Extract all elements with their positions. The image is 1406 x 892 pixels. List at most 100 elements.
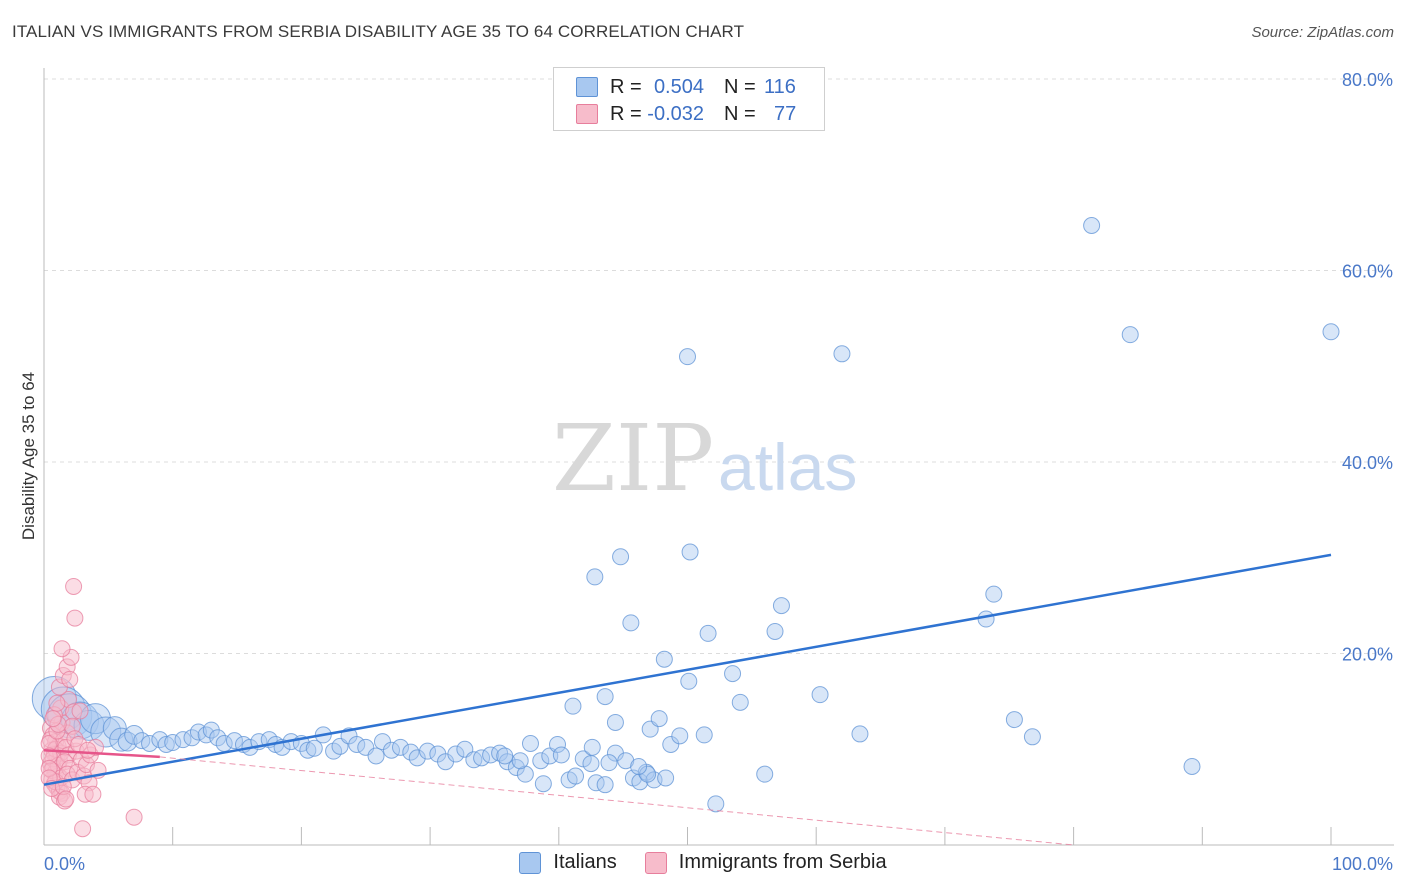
point-italians (102, 716, 127, 741)
point-serbia (84, 785, 102, 803)
tick-labels: 20.0% 40.0% 60.0% 80.0% 0.0% 100.0% (44, 70, 1393, 874)
point-italians (695, 726, 713, 744)
y-tick-label: 60.0% (1342, 262, 1393, 282)
point-italians (1005, 711, 1023, 729)
point-italians (305, 739, 323, 757)
point-serbia (44, 710, 62, 728)
legend-item-serbia[interactable]: Immigrants from Serbia (644, 851, 887, 874)
point-italians (348, 735, 366, 753)
point-italians (680, 672, 698, 690)
data-points (31, 216, 1340, 838)
trend-extension-serbia (159, 756, 1074, 846)
point-italians (1023, 728, 1041, 746)
point-italians (707, 795, 725, 813)
point-italians (1322, 323, 1340, 341)
point-italians (447, 745, 465, 763)
point-italians (473, 749, 491, 767)
point-italians (382, 741, 400, 759)
point-serbia (53, 640, 71, 658)
point-italians (851, 725, 869, 743)
correlation-legend: R = 0.504 N = 116 R = -0.032 N = 77 (553, 67, 825, 131)
point-italians (612, 548, 630, 566)
point-serbia (74, 820, 92, 838)
source-label: Source: ZipAtlas.com (1251, 24, 1394, 41)
point-italians (833, 345, 851, 363)
point-italians (408, 749, 426, 767)
point-italians (419, 742, 437, 760)
point-italians (402, 743, 420, 761)
point-italians (699, 624, 717, 642)
legend-swatch-serbia (644, 851, 667, 874)
point-italians (596, 688, 614, 706)
point-italians (662, 735, 680, 753)
point-italians (1083, 216, 1101, 234)
point-italians (630, 757, 648, 775)
point-serbia (66, 609, 84, 627)
point-italians (766, 622, 784, 640)
legend-r-label: R = (610, 102, 642, 125)
x-tick-label-max: 100.0% (1332, 854, 1393, 874)
point-italians (811, 686, 829, 704)
point-italians (521, 735, 539, 753)
point-italians (124, 724, 144, 745)
point-italians (183, 729, 201, 747)
point-serbia (48, 694, 66, 712)
legend-swatch-italians (576, 77, 598, 97)
point-italians (586, 568, 604, 586)
legend-r-value: -0.032 (647, 102, 704, 125)
point-italians (606, 713, 624, 731)
point-serbia (125, 808, 143, 826)
legend-n-value: 116 (764, 75, 796, 98)
series-legend: Italians Immigrants from Serbia (0, 851, 1406, 874)
point-italians (367, 747, 385, 765)
point-italians (141, 735, 159, 753)
watermark-zip: ZIP (552, 405, 714, 512)
trend-line-serbia (43, 748, 160, 759)
point-italians (516, 765, 534, 783)
point-italians (596, 776, 614, 794)
y-tick-label: 80.0% (1342, 70, 1393, 90)
point-italians (731, 693, 749, 711)
point-italians (157, 735, 175, 753)
point-italians (681, 543, 699, 561)
y-tick-label: 40.0% (1342, 453, 1393, 473)
point-italians (600, 754, 618, 772)
legend-n-label: N = (724, 102, 756, 125)
legend-swatch-italians (519, 851, 542, 874)
y-axis-label: Disability Age 35 to 64 (19, 372, 38, 540)
point-italians (1183, 757, 1201, 775)
point-italians (209, 729, 227, 747)
grid (44, 78, 1394, 654)
x-tick-label-min: 0.0% (44, 854, 85, 874)
point-italians (583, 738, 601, 756)
point-italians (985, 585, 1003, 603)
point-italians (532, 752, 550, 770)
watermark: ZIP atlas (552, 405, 857, 512)
point-italians (511, 752, 529, 770)
point-italians (977, 610, 995, 628)
point-italians (1121, 326, 1139, 344)
point-italians (552, 746, 570, 764)
chart-title: ITALIAN VS IMMIGRANTS FROM SERBIA DISABI… (12, 22, 745, 41)
point-italians (564, 697, 582, 715)
trend-line-italians (43, 553, 1332, 786)
legend-row-italians: R = 0.504 N = 116 (576, 74, 804, 100)
legend-r-value: 0.504 (653, 75, 704, 98)
point-serbia (79, 741, 97, 759)
axes (43, 68, 1394, 846)
point-italians (567, 767, 585, 785)
point-italians (679, 348, 696, 366)
legend-label-italians: Italians (553, 851, 617, 873)
point-italians (109, 727, 134, 752)
point-italians (671, 727, 689, 745)
legend-item-italians[interactable]: Italians (519, 851, 617, 874)
point-italians (772, 597, 790, 615)
point-italians (225, 732, 243, 750)
legend-label-serbia: Immigrants from Serbia (678, 851, 887, 873)
trend-lines (43, 553, 1332, 846)
watermark-atlas: atlas (718, 430, 857, 504)
point-italians (164, 734, 182, 752)
legend-n-label: N = (724, 75, 756, 98)
point-italians (391, 738, 409, 756)
